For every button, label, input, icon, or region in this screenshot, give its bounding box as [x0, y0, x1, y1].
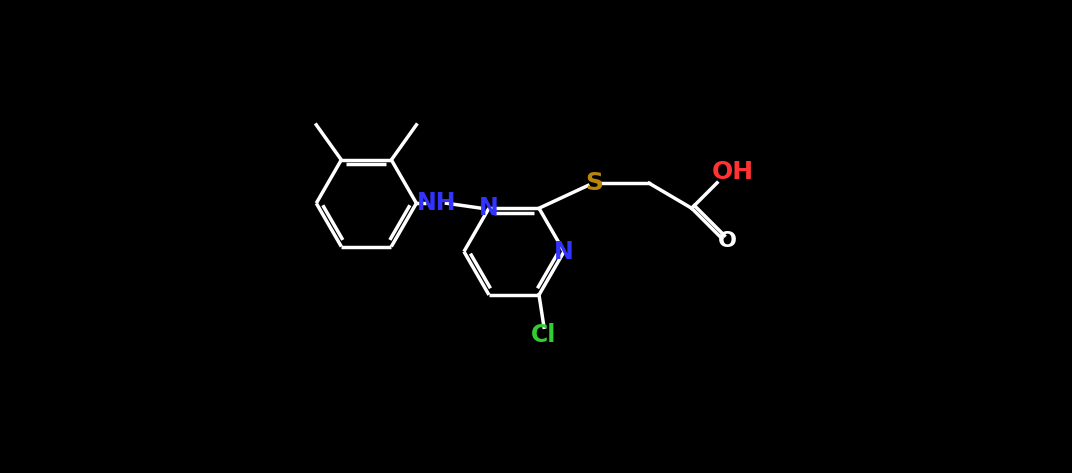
Text: O: O: [718, 231, 738, 251]
Text: S: S: [585, 171, 604, 195]
Text: N: N: [479, 196, 498, 220]
Text: OH: OH: [712, 160, 754, 184]
Text: Cl: Cl: [532, 323, 556, 347]
Text: N: N: [554, 239, 574, 263]
Text: NH: NH: [417, 191, 457, 215]
